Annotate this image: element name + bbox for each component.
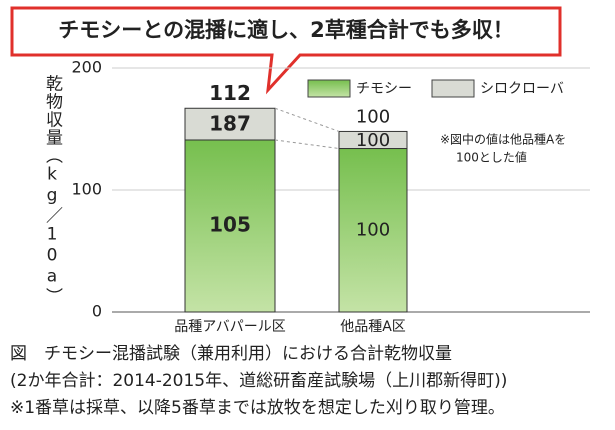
total-index-label: 100 <box>356 106 390 127</box>
bar-segment <box>338 130 408 150</box>
legend-label: シロクローバ <box>480 81 564 97</box>
x-tick-label: 品種アバパール区 <box>174 319 285 335</box>
segment-index-label: 187 <box>209 112 251 136</box>
caption: 図 チモシー混播試験（兼用利用）における合計乾物収量 <box>10 344 452 364</box>
legend-swatch <box>307 79 351 98</box>
y-tick-label: 200 <box>71 58 102 77</box>
total-index-label: 112 <box>209 81 251 105</box>
segment-index-label: 105 <box>209 212 251 236</box>
y-axis-label: 乾物収量（kg／10a） <box>42 74 63 305</box>
legend-swatch <box>431 79 475 98</box>
callout-bubble <box>10 6 562 95</box>
y-tick-label: 100 <box>71 180 102 199</box>
legend-label: チモシー <box>356 81 412 97</box>
bar-segment <box>184 107 276 141</box>
segment-index-label: 100 <box>356 130 390 151</box>
note: ※図中の値は他品種Aを <box>440 132 566 147</box>
connector <box>274 139 340 150</box>
caption: ※1番草は採草、以降5番草までは放牧を想定した刈り取り管理。 <box>10 398 505 418</box>
segment-index-label: 100 <box>356 219 390 240</box>
y-tick-label: 0 <box>92 302 102 321</box>
chart-title: チモシーとの混播に適し、2草種合計でも多収！ <box>58 18 513 42</box>
x-tick-label: 他品種A区 <box>340 319 406 335</box>
connector <box>274 107 340 132</box>
bar-segment <box>184 139 276 313</box>
caption: (2か年合計：2014-2015年、道総研畜産試験場（上川郡新得町)) <box>10 371 507 391</box>
note: 100とした値 <box>456 150 527 165</box>
